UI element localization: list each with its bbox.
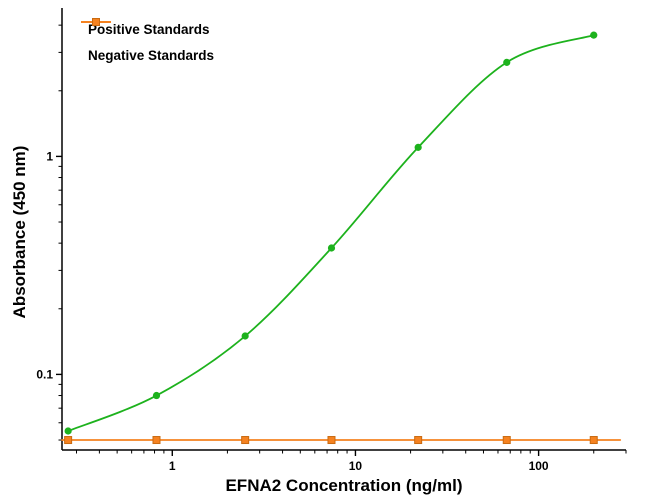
legend-item-negative-standards: Negative Standards bbox=[80, 18, 215, 68]
svg-text:1: 1 bbox=[46, 149, 53, 163]
y-axis-title: Absorbance (450 nm) bbox=[10, 145, 29, 319]
svg-text:0.1: 0.1 bbox=[36, 367, 53, 381]
legend: Positive Standards Negative Standards bbox=[80, 16, 214, 68]
legend-label-negative-standards: Negative Standards bbox=[88, 47, 215, 63]
svg-text:10: 10 bbox=[349, 459, 363, 473]
legend-label-positive-standards: Positive Standards bbox=[88, 21, 210, 37]
x-axis-title: EFNA2 Concentration (ng/ml) bbox=[225, 476, 463, 495]
negative-standards-line-marker-icon bbox=[81, 18, 111, 26]
svg-text:100: 100 bbox=[529, 459, 549, 473]
svg-text:1: 1 bbox=[169, 459, 176, 473]
